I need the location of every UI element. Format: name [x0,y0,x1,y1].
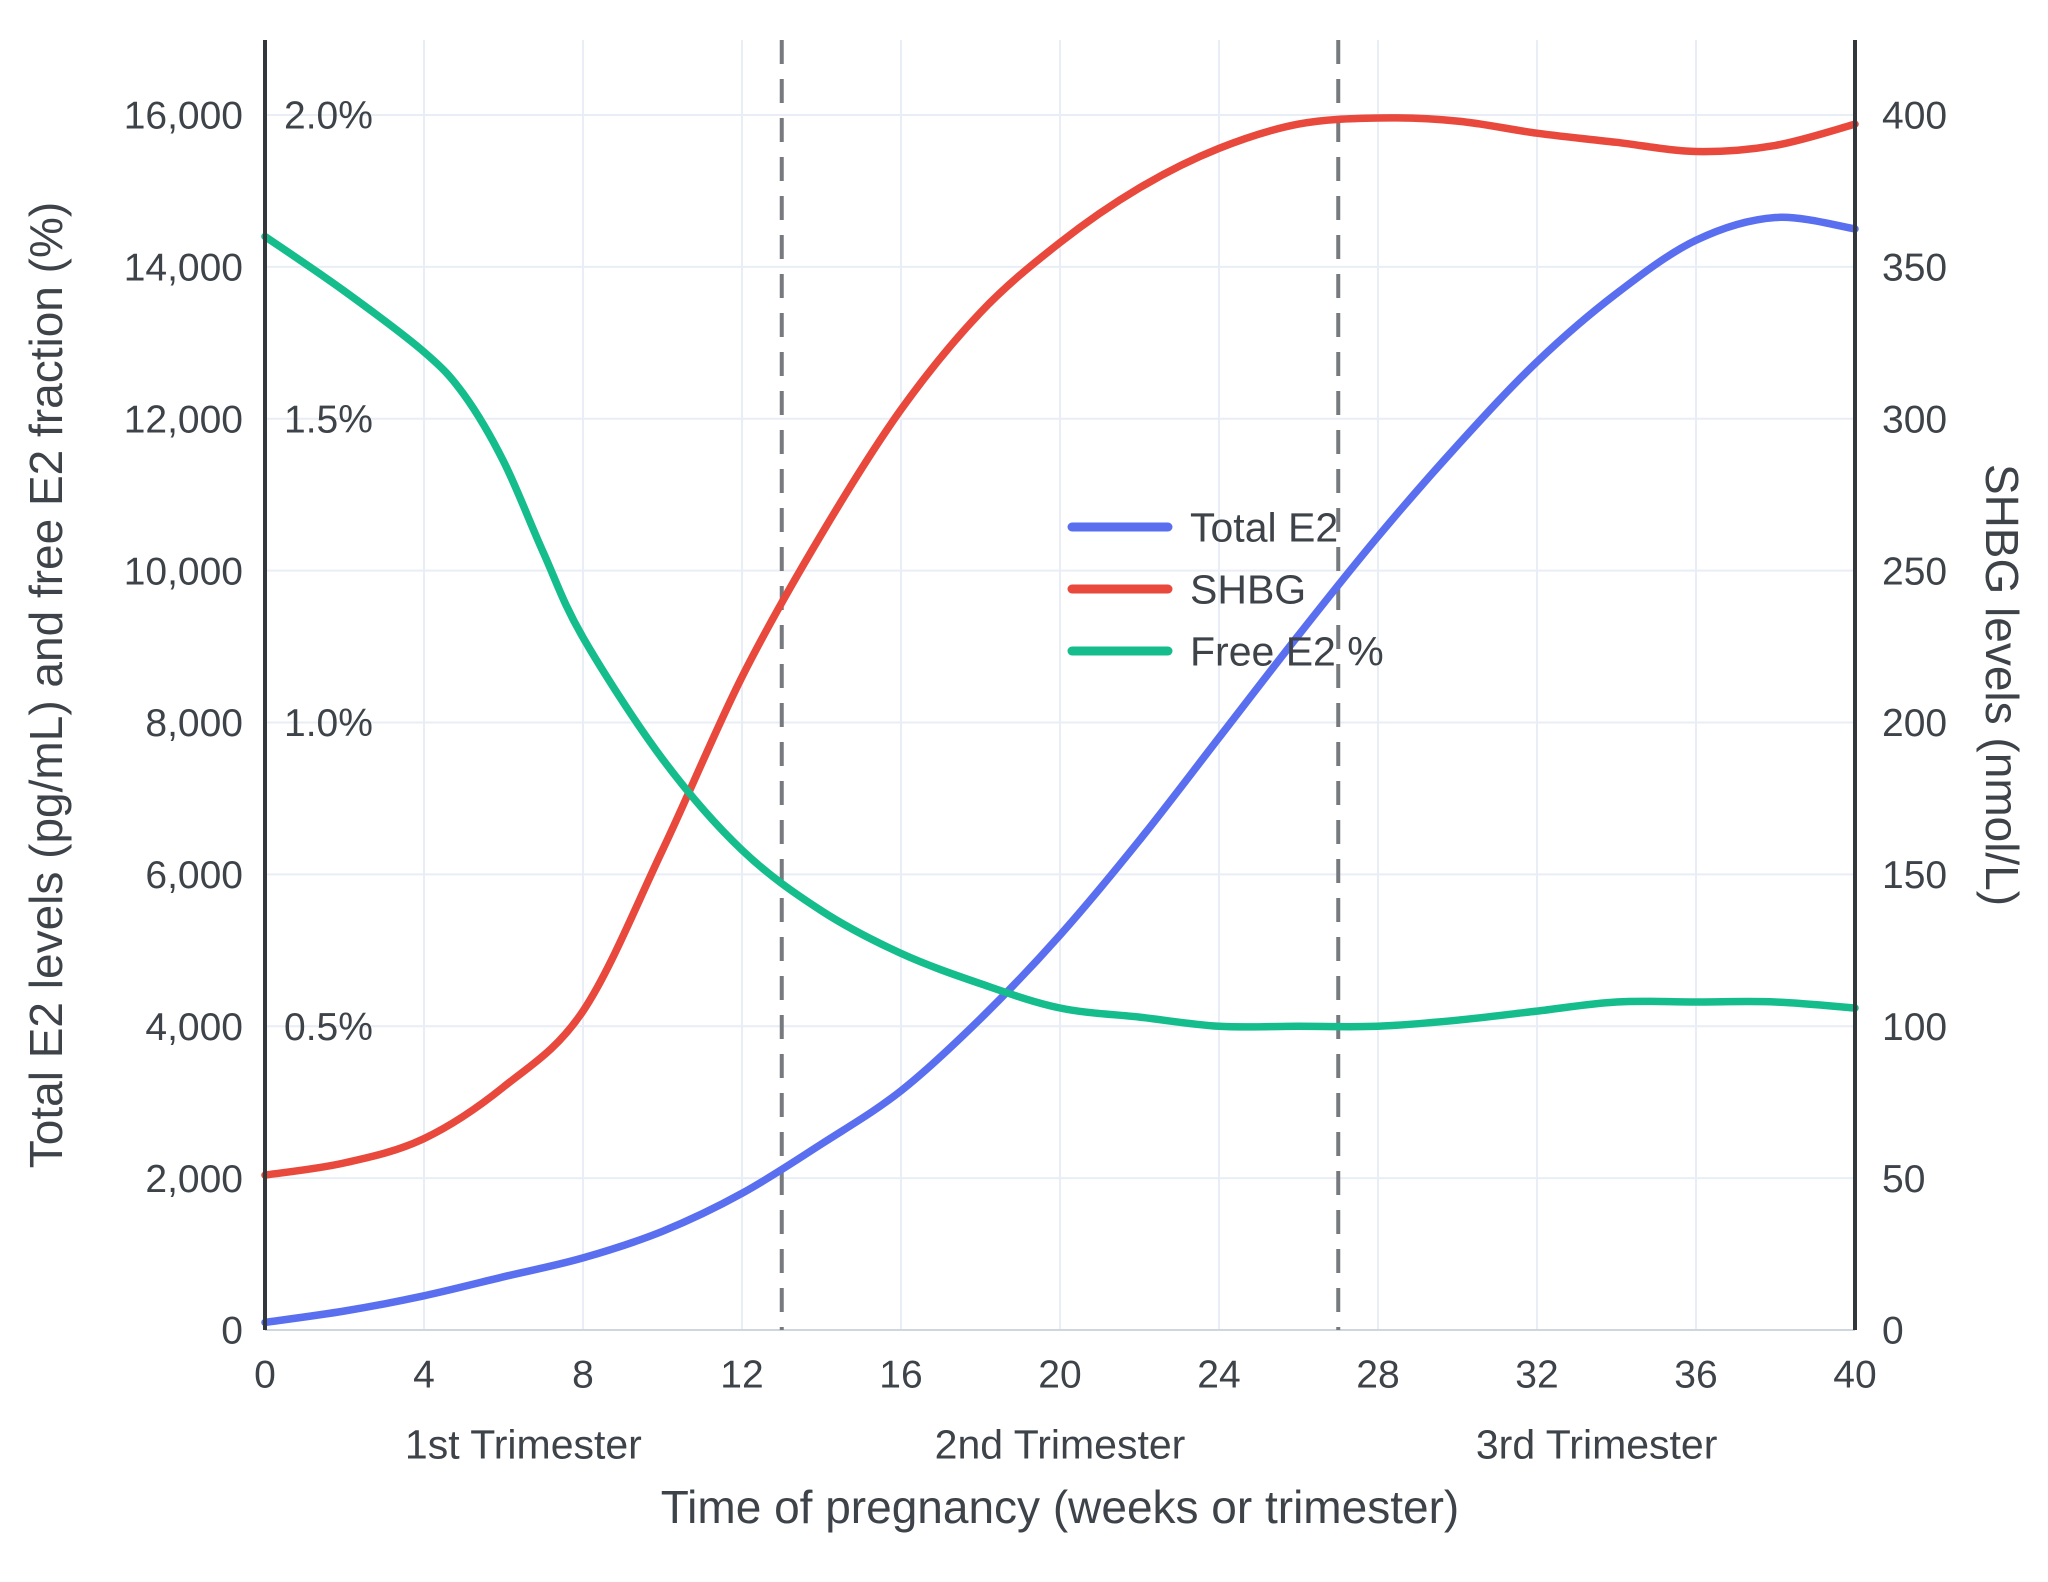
y-right-tick-label: 0 [1882,1310,1904,1353]
legend-label-shbg: SHBG [1190,566,1306,612]
percent-tick-label: 2.0% [284,95,373,138]
series-lines [261,114,1859,1327]
y-left-tick-label: 12,000 [124,398,243,441]
x-tick-label: 8 [572,1354,594,1397]
y-left-tick-label: 14,000 [124,247,243,290]
percent-tick-label: 1.0% [284,702,373,745]
series-line-shbg [261,114,1859,1179]
x-tick-label: 24 [1197,1354,1240,1397]
y-right-tick-label: 100 [1882,1006,1947,1049]
legend-item-free-e2[interactable]: Free E2 % [1067,628,1384,674]
series-line-total-e2 [261,213,1859,1327]
y-right-tick-label: 50 [1882,1158,1925,1201]
trimester-label: 3rd Trimester [1476,1421,1718,1467]
x-tick-label: 20 [1038,1354,1081,1397]
x-tick-label: 12 [720,1354,763,1397]
x-tick-label: 36 [1674,1354,1717,1397]
tick-labels: 0 2,000 4,000 6,000 8,000 10,000 12,000 14,000 1… [124,95,1947,1468]
trimester-dividers [779,40,1341,1330]
x-tick-label: 4 [413,1354,435,1397]
y-right-tick-label: 300 [1882,398,1947,441]
legend-label-free-e2: Free E2 % [1190,628,1384,674]
trimester-label: 1st Trimester [405,1421,642,1467]
x-tick-label: 28 [1356,1354,1399,1397]
y-right-tick-label: 200 [1882,702,1947,745]
x-tick-label: 40 [1833,1354,1876,1397]
left-y-axis-title: Total E2 levels (pg/mL) and free E2 frac… [20,201,72,1169]
y-left-tick-label: 6,000 [145,854,243,897]
legend-item-shbg[interactable]: SHBG [1067,566,1306,612]
gridlines [264,40,1856,1331]
y-right-tick-label: 350 [1882,247,1947,290]
x-axis-title: Time of pregnancy (weeks or trimester) [660,1481,1460,1533]
x-tick-label: 16 [879,1354,922,1397]
y-left-tick-label: 16,000 [124,95,243,138]
trimester-label: 2nd Trimester [935,1421,1186,1467]
y-right-tick-label: 150 [1882,854,1947,897]
legend-item-total-e2[interactable]: Total E2 [1067,504,1338,550]
legend: Total E2 SHBG Free E2 % [1067,504,1384,674]
y-right-tick-label: 250 [1882,550,1947,593]
y-left-tick-label: 0 [221,1310,243,1353]
y-left-tick-label: 4,000 [145,1006,243,1049]
y-left-tick-label: 10,000 [124,550,243,593]
y-left-tick-label: 2,000 [145,1158,243,1201]
y-left-tick-label: 8,000 [145,702,243,745]
y-right-tick-label: 400 [1882,95,1947,138]
axis-spines [263,40,1857,1330]
percent-tick-label: 1.5% [284,398,373,441]
right-y-axis-title: SHBG levels (nmol/L) [1976,463,2028,907]
x-tick-label: 32 [1515,1354,1558,1397]
percent-tick-label: 0.5% [284,1006,373,1049]
legend-label-total-e2: Total E2 [1190,504,1338,550]
x-tick-label: 0 [254,1354,276,1397]
series-line-free-e2 [261,232,1859,1031]
